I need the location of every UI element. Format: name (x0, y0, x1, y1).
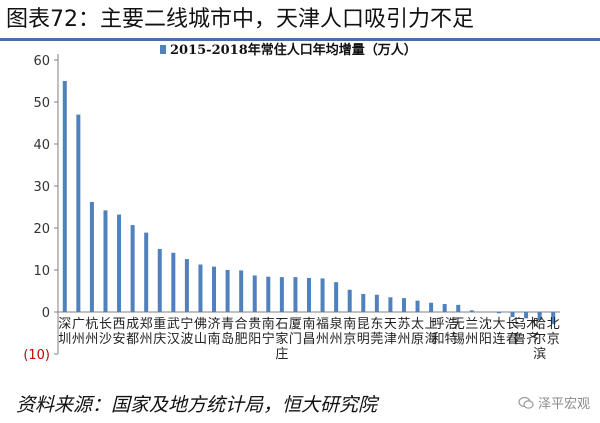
bar (157, 249, 162, 312)
x-tick-label: 长春 (506, 317, 519, 347)
source-note: 资料来源：国家及地方统计局，恒大研究院 (16, 394, 378, 416)
x-tick-label: 大连 (492, 317, 505, 347)
x-tick-label: 南昌 (302, 316, 315, 347)
bar (198, 264, 203, 312)
bar (537, 312, 542, 320)
bar (374, 294, 379, 312)
x-tick-label: 上海 (425, 317, 438, 347)
x-tick-label: 佛山 (194, 317, 207, 347)
bar (320, 278, 325, 312)
x-tick-label: 南宁 (262, 316, 275, 347)
x-tick-label: 青岛 (221, 317, 234, 347)
watermark: 泽平宏观 (518, 393, 590, 412)
bar (307, 277, 311, 312)
x-tick-label: 石家庄 (275, 317, 288, 362)
x-tick-label: 重庆 (153, 316, 166, 347)
x-tick-label: 长沙 (99, 317, 112, 347)
wechat-icon (518, 396, 534, 409)
x-tick-label: 济南 (208, 317, 221, 347)
x-tick-label: 兰州 (465, 317, 478, 347)
x-tick-label: 杭州 (85, 317, 98, 347)
x-tick-label: 深圳 (58, 317, 71, 347)
x-tick-label: 厦门 (289, 317, 302, 347)
x-tick-label: 乌鲁木齐 (513, 316, 539, 347)
x-tick-label: 福州 (316, 317, 329, 347)
x-tick-label: 成都 (126, 317, 139, 347)
y-tick-label: 60 (33, 54, 50, 69)
y-tick-label: 40 (33, 138, 50, 153)
bar (252, 275, 257, 312)
bar (361, 293, 366, 312)
x-tick-label: 泉州 (330, 316, 343, 347)
y-tick-label: 30 (33, 180, 50, 195)
x-tick-label: 天津 (384, 317, 397, 347)
title-divider (0, 38, 600, 41)
bar (456, 304, 461, 312)
bar (442, 304, 447, 312)
bar (510, 312, 515, 318)
x-tick-label: 合肥 (235, 317, 248, 347)
x-tick-label: 广州 (72, 317, 85, 347)
bar (279, 277, 284, 312)
bar (496, 312, 501, 314)
bar (239, 270, 244, 312)
y-tick-label: 50 (33, 96, 50, 111)
x-tick-label: 西安 (113, 317, 126, 347)
bar (266, 276, 271, 312)
x-tick-label: 郑州 (140, 317, 153, 347)
x-tick-label: 呼和浩特 (432, 317, 458, 347)
bar (184, 259, 189, 312)
bar (429, 302, 434, 312)
x-tick-label: 哈尔滨 (533, 317, 546, 362)
bar (103, 210, 108, 312)
legend-label: 2015-2018年常住人口年均增量（万人） (170, 42, 417, 58)
bar (334, 282, 339, 312)
figure-title: 图表72：主要二线城市中，天津人口吸引力不足 (6, 7, 474, 32)
x-tick-label: 南京 (343, 316, 356, 347)
bar (415, 300, 420, 312)
bar (144, 232, 149, 312)
bar (469, 310, 474, 312)
bar (293, 277, 298, 312)
x-tick-label: 贵阳 (248, 317, 261, 347)
y-tick-label: 20 (33, 222, 50, 237)
x-tick-label: 昆明 (357, 317, 370, 347)
x-tick-label: 东莞 (370, 317, 383, 347)
bar (388, 297, 393, 312)
bar (62, 81, 67, 312)
bar (117, 214, 122, 312)
y-tick-label: 10 (33, 264, 50, 279)
bar (89, 201, 94, 312)
bar (130, 225, 135, 312)
x-tick-label: 武汉 (167, 317, 180, 347)
bar (171, 252, 176, 312)
bar-chart: 2015-2018年常住人口年均增量（万人） (10) 0 10 20 30 40 50 60 深… (23, 42, 560, 363)
y-tick-label: (10) (23, 348, 50, 363)
x-tick-label: 太原 (411, 317, 424, 347)
bar (76, 114, 81, 312)
x-tick-label: 沈阳 (479, 317, 492, 347)
x-tick-label: 宁波 (180, 316, 193, 347)
bar (347, 289, 352, 312)
bar (401, 298, 406, 312)
bar (524, 312, 529, 319)
watermark-text: 泽平宏观 (537, 397, 590, 412)
x-tick-label: 苏州 (397, 316, 410, 347)
x-tick-label: 无锡 (452, 317, 465, 347)
x-tick-label: 北京 (547, 317, 560, 347)
bar (225, 270, 230, 312)
legend-swatch (160, 45, 166, 54)
bar (212, 266, 217, 312)
y-tick-label: 0 (42, 306, 50, 321)
bar (551, 312, 556, 325)
